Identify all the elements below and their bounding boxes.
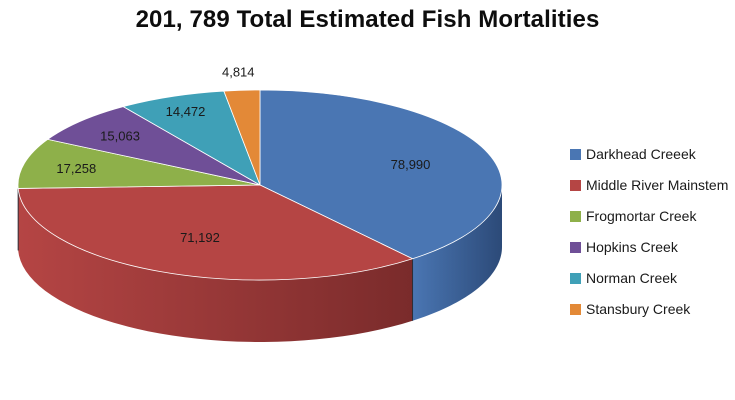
data-label-frogmortar-creek: 17,258 (56, 161, 96, 176)
legend-item-norman-creek: Norman Creek (570, 268, 728, 288)
legend-item-frogmortar-creek: Frogmortar Creek (570, 206, 728, 226)
pie-slices (17, 89, 503, 281)
legend-label: Frogmortar Creek (586, 208, 697, 224)
pie-sides (17, 185, 502, 342)
pie-slice-hopkins-creek (46, 106, 261, 186)
pie-slice-darkhead-creeek (259, 89, 503, 260)
pie-side-middle-river-mainstem (18, 188, 413, 342)
chart-legend: Darkhead Creeek Middle River Mainstem Frog… (570, 144, 728, 330)
legend-swatch (570, 210, 581, 222)
data-label-norman-creek: 14,472 (166, 104, 206, 119)
legend-label: Darkhead Creeek (586, 146, 696, 162)
legend-label: Norman Creek (586, 270, 678, 286)
legend-item-darkhead-creeek: Darkhead Creeek (570, 144, 728, 164)
pie-slice-stansbury-creek (223, 89, 261, 186)
legend-label: Hopkins Creek (586, 239, 678, 255)
legend-swatch (570, 148, 581, 160)
legend-swatch (570, 179, 581, 191)
data-label-darkhead-creeek: 78,990 (391, 157, 431, 172)
legend-label: Stansbury Creek (586, 301, 691, 317)
legend-swatch (570, 272, 581, 284)
legend-swatch (570, 303, 581, 315)
pie-slice-middle-river-mainstem (17, 184, 414, 281)
chart-title: 201, 789 Total Estimated Fish Mortalitie… (135, 6, 600, 33)
data-label-stansbury-creek: 4,814 (222, 64, 255, 79)
pie-side-darkhead-creeek (412, 185, 502, 321)
legend-item-middle-river-mainstem: Middle River Mainstem (570, 175, 728, 195)
pie-data-labels: 78,990 71,192 17,258 15,063 14,472 4,814 (56, 64, 430, 245)
legend-label: Middle River Mainstem (586, 177, 729, 193)
legend-item-stansbury-creek: Stansbury Creek (570, 299, 728, 319)
legend-item-hopkins-creek: Hopkins Creek (570, 237, 728, 257)
pie-slice-frogmortar-creek (17, 138, 261, 189)
data-label-middle-river-mainstem: 71,192 (180, 230, 220, 245)
legend-swatch (570, 241, 581, 253)
pie-slice-norman-creek (122, 90, 261, 186)
data-label-hopkins-creek: 15,063 (100, 128, 140, 143)
